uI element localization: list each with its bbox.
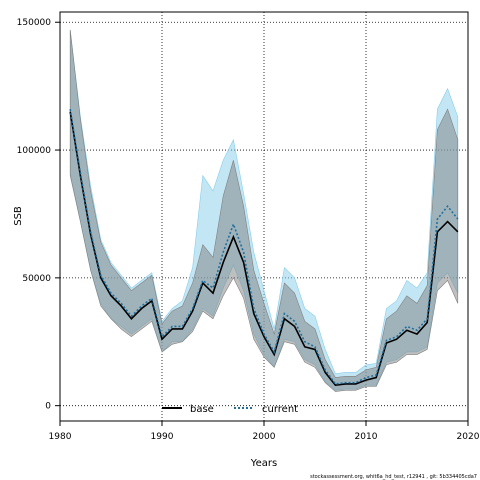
- x-tick-label-2010: 2010: [355, 432, 378, 442]
- y-tick-label-0: 0: [45, 402, 51, 412]
- legend-label-base: base: [190, 404, 214, 415]
- x-axis: 1980 1990 2000 2010 2020: [49, 421, 480, 442]
- y-tick-label-100000: 100000: [17, 146, 52, 156]
- series-line-base: [69, 111, 459, 387]
- confidence-bands: [69, 29, 459, 392]
- x-tick-label-1990: 1990: [151, 432, 174, 442]
- legend-label-current: current: [262, 404, 298, 415]
- band-base: [69, 29, 459, 392]
- x-axis-title: Years: [250, 458, 277, 469]
- x-tick-label-2000: 2000: [253, 432, 276, 442]
- grid: [60, 12, 468, 421]
- y-axis: 0 50000 100000 150000: [17, 18, 60, 412]
- series-lines: [69, 109, 459, 387]
- y-axis-title: SSB: [13, 206, 24, 226]
- series-line-current: [69, 109, 459, 385]
- y-tick-label-50000: 50000: [22, 274, 51, 284]
- legend: base current: [162, 404, 298, 415]
- footer-credit: stockassessment.org, whit6a_hd_test, r12…: [310, 474, 477, 480]
- y-tick-label-150000: 150000: [17, 18, 52, 28]
- x-tick-label-1980: 1980: [49, 432, 72, 442]
- x-tick-label-2020: 2020: [457, 432, 480, 442]
